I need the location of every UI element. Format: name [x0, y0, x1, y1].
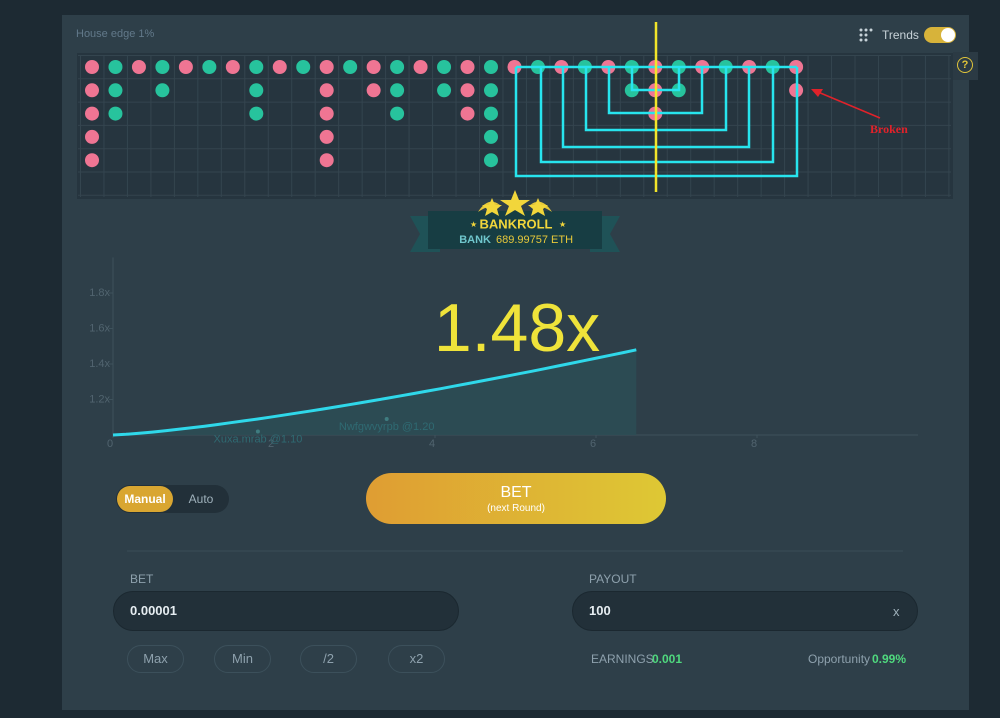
bankroll-title: BANKROLL: [480, 216, 553, 231]
trend-dot: [319, 60, 334, 74]
trend-dot: [413, 60, 428, 74]
trend-dot: [202, 60, 217, 74]
bank-label: BANK: [459, 234, 491, 246]
help-icon: ?: [957, 57, 973, 73]
bet-input[interactable]: 0.00001: [113, 591, 459, 631]
trends-icon[interactable]: [858, 28, 876, 42]
cashout-label: Nwfgwvyrpb @1.20: [339, 421, 435, 433]
trend-dot: [507, 60, 522, 74]
trend-dot: [483, 129, 498, 144]
payout-suffix: x: [893, 604, 900, 619]
star: [482, 198, 502, 216]
bet-label: BET: [130, 572, 154, 586]
bet-adjust-button[interactable]: Min: [214, 645, 271, 673]
bet-adjust-button[interactable]: x2: [388, 645, 445, 673]
bank-value: 689.99757 ETH: [496, 234, 573, 246]
bet-button-sub: (next Round): [487, 503, 545, 514]
x-tick-label: 8: [751, 438, 757, 450]
trend-dot: [390, 106, 405, 121]
payout-label: PAYOUT: [589, 572, 637, 586]
multiplier: 1.48x: [434, 290, 600, 366]
toggle-knob: [941, 28, 955, 42]
bet-button[interactable]: BET (next Round): [366, 473, 666, 524]
bet-button-label: BET: [500, 484, 532, 501]
trend-dot: [483, 60, 498, 74]
trend-dot: [108, 83, 123, 98]
opportunity-value: 0.99%: [872, 652, 907, 666]
annotation-arrow: [817, 91, 881, 119]
curve: [112, 348, 637, 437]
trend-dot: [155, 83, 170, 98]
opportunity-label: Opportunity: [808, 652, 871, 666]
earnings-value: 0.001: [652, 652, 683, 666]
trend-dot: [85, 60, 99, 74]
trend-dot: [131, 60, 146, 74]
trend-dot: [108, 106, 123, 121]
trend-dot: [390, 60, 405, 74]
trend-dot: [460, 60, 475, 74]
cashout-label: Xuxa.mrab @1.10: [213, 433, 302, 445]
auto-tab[interactable]: Auto: [188, 492, 214, 506]
trend-dot: [272, 60, 287, 74]
star: [528, 198, 548, 216]
trends-label: Trends: [882, 28, 919, 42]
trend-dot: [460, 106, 475, 121]
trend-dot: [249, 83, 264, 98]
mode-toggle: Manual Auto: [116, 485, 229, 513]
trend-dot: [85, 106, 99, 121]
trend-dot: [483, 83, 498, 98]
trend-dot: [319, 153, 334, 168]
trend-dot: [249, 106, 264, 121]
y-tick-label: 1.8x: [89, 287, 110, 299]
star: [500, 190, 530, 216]
trend-dot: [319, 129, 334, 144]
trend-dot: [460, 83, 475, 98]
trend-dot: [319, 83, 334, 98]
trend-dot: [155, 60, 170, 74]
ribbon-center: [428, 211, 602, 249]
trend-dot: [108, 60, 123, 74]
x-tick-label: 4: [429, 438, 435, 450]
curve-area: [113, 349, 637, 435]
arrow-head: [811, 89, 823, 97]
bet-adjust-button[interactable]: Max: [127, 645, 184, 673]
trend-dot: [85, 153, 99, 168]
trend-dot: [85, 83, 99, 98]
house-edge: House edge 1%: [76, 28, 155, 40]
earnings-label: EARNINGS: [591, 652, 654, 666]
manual-tab[interactable]: Manual: [117, 486, 173, 512]
x-tick-label: 6: [590, 438, 596, 450]
x-tick-label: 0: [107, 438, 113, 450]
payout-input[interactable]: 100: [572, 591, 918, 631]
bet-adjust-button[interactable]: /2: [300, 645, 357, 673]
trend-dot: [85, 129, 99, 144]
trend-dot: [437, 60, 452, 74]
decor-star: ★: [470, 220, 477, 229]
trend-dot: [225, 60, 240, 74]
x-tick-label: 2: [268, 438, 274, 450]
cashout-point: [255, 429, 260, 434]
trend-dot: [366, 83, 381, 98]
trend-dot: [366, 60, 381, 74]
trend-dot: [249, 60, 264, 74]
trend-dot: [296, 60, 311, 74]
trend-dot: [178, 60, 193, 74]
y-tick-label: 1.6x: [89, 322, 110, 334]
trend-dot: [483, 106, 498, 121]
wings: [478, 201, 552, 212]
annotation: Broken: [870, 122, 908, 136]
trend-dot: [390, 83, 405, 98]
trends-toggle[interactable]: [924, 27, 956, 43]
trend-dot: [437, 83, 452, 98]
trend-dot: [483, 153, 498, 168]
cashout-point: [384, 417, 389, 422]
y-tick-label: 1.4x: [89, 358, 110, 370]
help-button[interactable]: ?: [953, 52, 978, 80]
y-tick-label: 1.2x: [89, 393, 110, 405]
trend-dot: [319, 106, 334, 121]
decor-star: ★: [559, 220, 566, 229]
trend-dot: [343, 60, 358, 74]
